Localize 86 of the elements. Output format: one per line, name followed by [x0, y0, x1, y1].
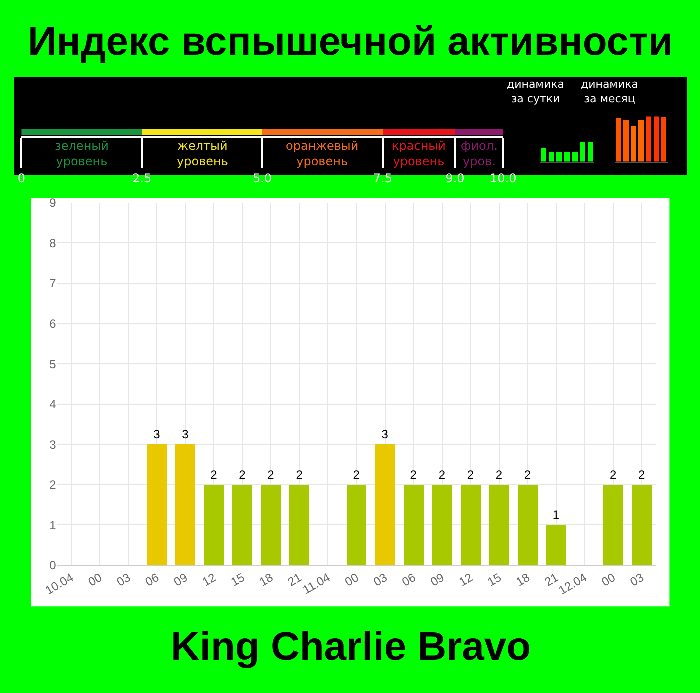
- y-tick-label: 0: [50, 558, 57, 573]
- bar: [489, 484, 510, 566]
- bar: [518, 484, 538, 566]
- x-tick-label: 06: [400, 570, 419, 590]
- bar: [262, 130, 383, 136]
- x-tick-label: 03: [371, 570, 390, 590]
- y-tick-label: 3: [50, 438, 57, 452]
- x-tick-label: 15: [228, 570, 248, 590]
- data-label: 2: [524, 468, 532, 482]
- series-label: красный уровень: [392, 139, 446, 169]
- bar: [455, 130, 504, 136]
- bar: [261, 484, 282, 566]
- y-tick-label: 9: [50, 196, 57, 210]
- y-tick-label: 5: [50, 357, 57, 372]
- x-tick-label: 09: [428, 570, 448, 590]
- bar: [638, 120, 644, 162]
- series-label: оранжевый уровень: [286, 139, 359, 169]
- bar: [375, 444, 396, 566]
- text: King Charlie Bravo: [171, 625, 532, 669]
- bar: [661, 118, 667, 162]
- bar: [632, 484, 652, 566]
- data-label: 2: [496, 468, 503, 482]
- bar: [176, 444, 196, 566]
- x-tick-label: 00: [342, 570, 362, 590]
- bar: [631, 126, 636, 162]
- data-label: 2: [638, 468, 646, 482]
- x-tick-label: 12: [456, 570, 476, 590]
- bar: [232, 484, 253, 566]
- x-tick-label: 7.5: [373, 172, 392, 186]
- bar: [290, 484, 310, 566]
- x-tick-label: 03: [114, 570, 134, 590]
- data-label: 2: [410, 468, 418, 482]
- data-label: 2: [239, 468, 246, 482]
- y-tick-label: 1: [50, 518, 57, 532]
- chart-title: динамика за месяц: [581, 78, 639, 106]
- data-label: 2: [296, 468, 304, 482]
- data-label: 3: [154, 428, 161, 442]
- bar: [624, 120, 629, 162]
- data-label: 3: [382, 428, 389, 442]
- bar: [346, 484, 367, 566]
- x-tick-label: 21: [286, 570, 304, 590]
- bar: [382, 130, 456, 136]
- bar: [432, 484, 452, 566]
- x-tick-label: 12: [200, 570, 219, 590]
- data-label: 2: [467, 468, 474, 482]
- bar: [654, 116, 660, 162]
- data-label: 1: [552, 508, 560, 522]
- bar: [147, 444, 168, 566]
- y-tick-label: 4: [50, 398, 57, 412]
- x-tick-label: 18: [257, 570, 276, 590]
- bar: [22, 130, 142, 136]
- x-tick-label: 06: [143, 570, 162, 590]
- x-tick-label: 5.0: [252, 172, 272, 186]
- bar: [616, 118, 622, 162]
- series-label: фиол. уров.: [461, 139, 498, 169]
- bar: [404, 484, 424, 566]
- x-tick-label: 18: [514, 570, 533, 590]
- series-label: зеленый уровень: [55, 139, 109, 169]
- chart-title: динамика за сутки: [507, 78, 565, 106]
- x-tick-label: 00: [86, 570, 105, 590]
- data-label: 2: [353, 468, 360, 482]
- bar: [204, 484, 224, 566]
- x-tick-label: 15: [485, 570, 504, 590]
- y-tick-label: 7: [50, 276, 57, 291]
- x-tick-label: 03: [628, 570, 647, 590]
- x-tick-label: 09: [172, 570, 190, 590]
- chart-title: Индекс вспышечной активности: [28, 20, 674, 64]
- bar: [546, 525, 566, 566]
- x-tick-label: 9.0: [446, 172, 465, 186]
- x-tick-label: 0: [18, 172, 26, 186]
- data-label: 3: [182, 428, 190, 442]
- x-tick-label: 10.0: [490, 172, 517, 186]
- data-label: 2: [268, 468, 275, 482]
- y-tick-label: 2: [50, 478, 57, 492]
- bar: [603, 484, 624, 566]
- data-label: 2: [610, 468, 617, 482]
- y-tick-label: 8: [50, 236, 57, 250]
- data-label: 2: [210, 468, 218, 482]
- x-tick-label: 2.5: [132, 172, 152, 186]
- x-tick-label: 00: [599, 570, 618, 590]
- bar: [142, 130, 263, 136]
- data-label: 2: [438, 468, 446, 482]
- y-tick-label: 6: [50, 317, 57, 331]
- bar: [646, 116, 652, 162]
- series-label: желтый уровень: [177, 139, 228, 169]
- bar: [460, 484, 481, 566]
